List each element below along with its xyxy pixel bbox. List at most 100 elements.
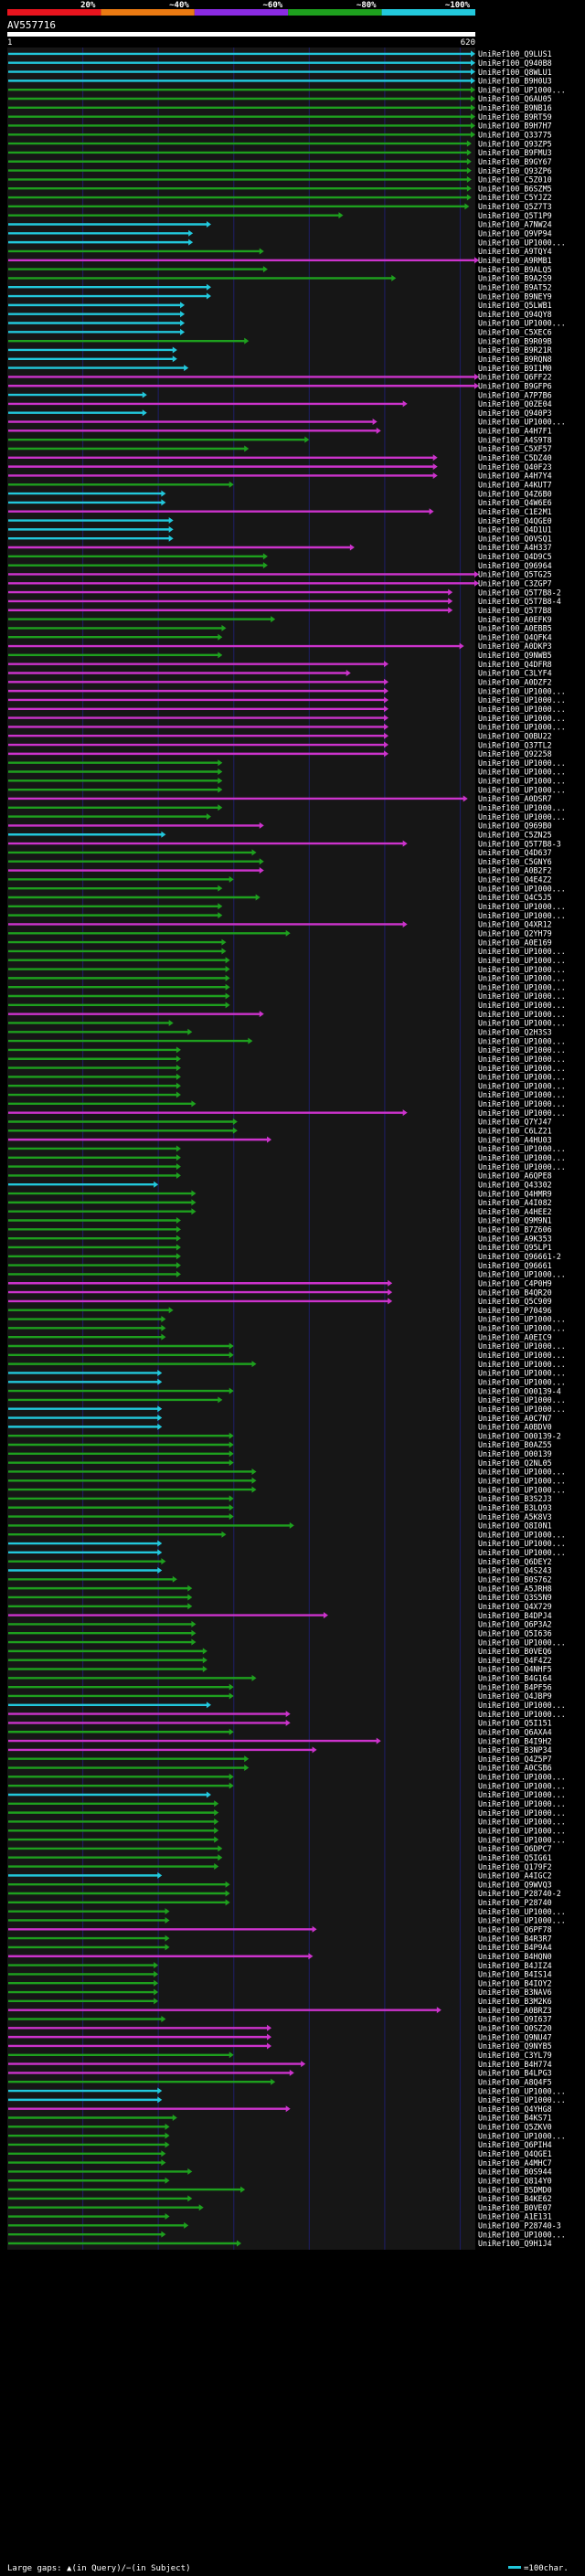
hit-label[interactable]: UniRef100_B4QR20 xyxy=(478,1288,552,1297)
hit-label[interactable]: UniRef100_Q4W6E6 xyxy=(478,498,552,507)
hit-label[interactable]: UniRef100_O00139 xyxy=(478,1449,552,1458)
hit-label[interactable]: UniRef100_UP1000... xyxy=(478,1153,566,1162)
hit-row[interactable]: UniRef100_Q4YHG8 xyxy=(8,2104,552,2114)
hit-label[interactable]: UniRef100_B9RT59 xyxy=(478,112,552,122)
hit-row[interactable]: UniRef100_Q5T1P9 xyxy=(8,211,552,220)
hit-row[interactable]: UniRef100_B9R21R xyxy=(8,345,553,355)
hit-row[interactable]: UniRef100_Q179F2 xyxy=(8,1862,552,1871)
hit-label[interactable]: UniRef100_UP1000... xyxy=(478,1324,566,1333)
hit-label[interactable]: UniRef100_B9A2S9 xyxy=(478,274,552,283)
hit-label[interactable]: UniRef100_UP1000... xyxy=(478,1701,566,1710)
hit-label[interactable]: UniRef100_UP1000... xyxy=(478,803,566,812)
hit-label[interactable]: UniRef100_Q5T7B8-4 xyxy=(478,597,561,606)
hit-row[interactable]: UniRef100_UP1000... xyxy=(8,1405,566,1414)
hit-row[interactable]: UniRef100_A7P7B6 xyxy=(8,390,552,399)
hit-label[interactable]: UniRef100_Q9I637 xyxy=(478,2015,552,2024)
hit-row[interactable]: UniRef100_UP1000... xyxy=(8,1710,566,1719)
hit-label[interactable]: UniRef100_UP1000... xyxy=(478,956,566,965)
hit-row[interactable]: UniRef100_C5Z010 xyxy=(8,175,552,185)
hit-row[interactable]: UniRef100_UP1000... xyxy=(8,1638,566,1647)
hit-row[interactable]: UniRef100_B0VE07 xyxy=(8,2203,552,2212)
hit-row[interactable]: UniRef100_UP1000... xyxy=(8,2230,566,2239)
hit-label[interactable]: UniRef100_A0EIC9 xyxy=(478,1332,552,1341)
hit-row[interactable]: UniRef100_UP1000... xyxy=(8,1530,566,1539)
hit-row[interactable]: UniRef100_Q40F23 xyxy=(8,462,552,472)
hit-label[interactable]: UniRef100_Q6P3A2 xyxy=(478,1620,552,1629)
hit-row[interactable]: UniRef100_Q9I637 xyxy=(8,2015,552,2024)
hit-label[interactable]: UniRef100_C1E2M1 xyxy=(478,507,552,516)
hit-row[interactable]: UniRef100_B0VEQ6 xyxy=(8,1647,552,1656)
hit-label[interactable]: UniRef100_UP1000... xyxy=(478,1377,566,1386)
hit-row[interactable]: UniRef100_UP1000... xyxy=(8,1036,566,1045)
hit-row[interactable]: UniRef100_A0CSB6 xyxy=(8,1764,552,1773)
hit-row[interactable]: UniRef100_Q5T7B8 xyxy=(8,606,552,615)
hit-label[interactable]: UniRef100_UP1000... xyxy=(478,686,566,695)
hit-row[interactable]: UniRef100_UP1000... xyxy=(8,1144,566,1153)
hit-row[interactable]: UniRef100_A7NW24 xyxy=(8,220,552,229)
hit-row[interactable]: UniRef100_B9A2S9 xyxy=(8,274,552,283)
hit-row[interactable]: UniRef100_Q7YJ47 xyxy=(8,1118,552,1127)
hit-row[interactable]: UniRef100_UP1000... xyxy=(8,1001,566,1010)
hit-label[interactable]: UniRef100_UP1000... xyxy=(478,1530,566,1539)
hit-row[interactable]: UniRef100_B9RQN8 xyxy=(8,355,552,364)
hit-label[interactable]: UniRef100_A7P7B6 xyxy=(478,390,552,399)
hit-label[interactable]: UniRef100_Q4DFR8 xyxy=(478,660,552,669)
hit-row[interactable]: UniRef100_Q4QFK4 xyxy=(8,632,552,641)
hit-label[interactable]: UniRef100_A9RMB1 xyxy=(478,256,552,265)
hit-label[interactable]: UniRef100_A0DSR7 xyxy=(478,794,552,803)
hit-label[interactable]: UniRef100_UP1000... xyxy=(478,1108,566,1118)
hit-row[interactable]: UniRef100_UP1000... xyxy=(8,1835,566,1844)
hit-label[interactable]: UniRef100_Q5I151 xyxy=(478,1719,552,1728)
hit-row[interactable]: UniRef100_Q8WLU1 xyxy=(8,68,552,77)
hit-row[interactable]: UniRef100_A0BRZ3 xyxy=(8,2006,552,2015)
hit-row[interactable]: UniRef100_A0E169 xyxy=(8,938,552,947)
hit-row[interactable]: UniRef100_UP1000... xyxy=(8,1907,566,1916)
hit-row[interactable]: UniRef100_Q93ZP6 xyxy=(8,166,552,175)
hit-row[interactable]: UniRef100_A4HU03 xyxy=(8,1135,552,1144)
hit-label[interactable]: UniRef100_B9ALQ5 xyxy=(478,265,552,274)
hit-label[interactable]: UniRef100_A4KUT7 xyxy=(478,480,552,489)
hit-row[interactable]: UniRef100_Q4JBP9 xyxy=(8,1691,552,1701)
hit-label[interactable]: UniRef100_A7NW24 xyxy=(478,220,552,229)
hit-label[interactable]: UniRef100_UP1000... xyxy=(478,1405,566,1414)
hit-label[interactable]: UniRef100_Q92258 xyxy=(478,749,552,758)
hit-row[interactable]: UniRef100_B9GY67 xyxy=(8,157,552,166)
hit-row[interactable]: UniRef100_Q814Y0 xyxy=(8,2176,552,2185)
hit-label[interactable]: UniRef100_Q5IG61 xyxy=(478,1853,552,1862)
hit-label[interactable]: UniRef100_Q5C909 xyxy=(478,1297,552,1306)
hit-label[interactable]: UniRef100_UP1000... xyxy=(478,1270,566,1279)
hit-row[interactable]: UniRef100_Q9NWB5 xyxy=(8,651,552,660)
hit-row[interactable]: UniRef100_Q5ZKV0 xyxy=(8,2123,552,2132)
hit-row[interactable]: UniRef100_C6LZ21 xyxy=(8,1127,552,1136)
hit-label[interactable]: UniRef100_UP1000... xyxy=(478,238,566,247)
hit-row[interactable]: UniRef100_A0DZF2 xyxy=(8,678,552,687)
hit-row[interactable]: UniRef100_B7Z606 xyxy=(8,1225,552,1235)
hit-row[interactable]: UniRef100_UP1000... xyxy=(8,1064,566,1073)
hit-row[interactable]: UniRef100_UP1000... xyxy=(8,2086,566,2095)
hit-label[interactable]: UniRef100_Q4E4Z2 xyxy=(478,875,552,885)
hit-label[interactable]: UniRef100_B4DPJ4 xyxy=(478,1611,552,1620)
hit-label[interactable]: UniRef100_A9TQY4 xyxy=(478,247,552,256)
hit-label[interactable]: UniRef100_Q6PIH4 xyxy=(478,2140,552,2149)
hit-label[interactable]: UniRef100_UP1000... xyxy=(478,1818,566,1827)
hit-row[interactable]: UniRef100_Q4F4Z2 xyxy=(8,1656,552,1665)
hit-label[interactable]: UniRef100_Q5TG25 xyxy=(478,570,552,579)
hit-row[interactable]: UniRef100_UP1000... xyxy=(8,723,566,732)
hit-label[interactable]: UniRef100_UP1000... xyxy=(478,2131,566,2140)
hit-label[interactable]: UniRef100_UP1000... xyxy=(478,1341,566,1351)
hit-row[interactable]: UniRef100_A0DSR7 xyxy=(8,794,552,803)
hit-row[interactable]: UniRef100_B9H7H7 xyxy=(8,122,552,131)
hit-row[interactable]: UniRef100_UP1000... xyxy=(8,1270,566,1279)
hit-label[interactable]: UniRef100_UP1000... xyxy=(478,1773,566,1782)
hit-row[interactable]: UniRef100_A0DKP3 xyxy=(8,641,552,651)
hit-label[interactable]: UniRef100_Q0ZE04 xyxy=(478,399,552,408)
hit-label[interactable]: UniRef100_UP1000... xyxy=(478,1916,566,1925)
hit-label[interactable]: UniRef100_O00139-4 xyxy=(478,1386,561,1395)
hit-row[interactable]: UniRef100_UP1000... xyxy=(8,1916,566,1925)
hit-row[interactable]: UniRef100_UP1000... xyxy=(8,1090,566,1099)
hit-row[interactable]: UniRef100_Q0ZE04 xyxy=(8,399,552,408)
hit-row[interactable]: UniRef100_UP1000... xyxy=(8,1081,566,1090)
hit-row[interactable]: UniRef100_B9NB16 xyxy=(8,103,552,112)
hit-label[interactable]: UniRef100_B9R09B xyxy=(478,336,552,345)
hit-label[interactable]: UniRef100_Q4QGE0 xyxy=(478,516,552,525)
